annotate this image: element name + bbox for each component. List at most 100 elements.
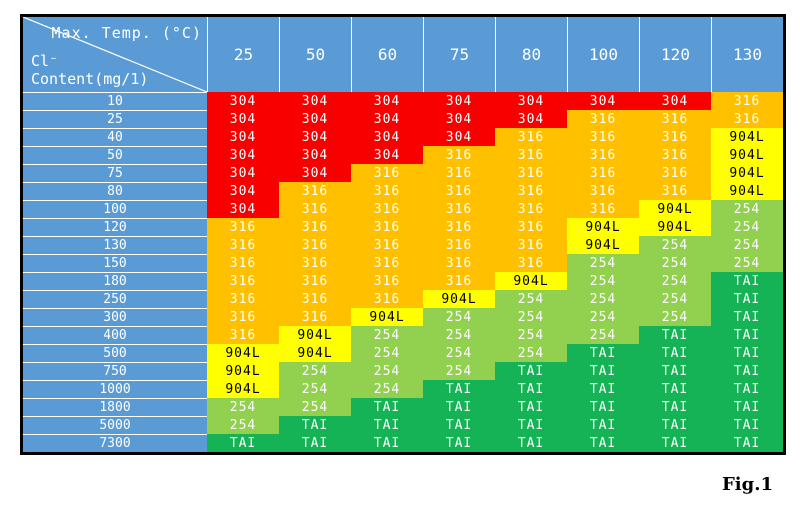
table-cell: 254 [279,362,351,380]
table-grid: Max. Temp. (°C) Cl⁻ Content(mg/1) 25 50 60… [23,17,783,452]
table-cell: 254 [423,326,495,344]
table-cell: 254 [567,254,639,272]
table-cell: 904L [279,344,351,362]
table-cell: 254 [639,272,711,290]
table-cell: 316 [279,254,351,272]
table-cell: 316 [279,308,351,326]
column-header-120: 120 [639,17,711,92]
table-cell: 904L [423,290,495,308]
table-cell: 304 [207,110,279,128]
table-cell: 304 [351,146,423,164]
table-cell: TAI [711,344,783,362]
table-cell: 316 [495,164,567,182]
table-cell: TAI [351,398,423,416]
table-cell: 316 [639,146,711,164]
table-cell: 316 [279,236,351,254]
table-cell: 304 [207,128,279,146]
table-cell: 254 [495,290,567,308]
table-cell: 316 [495,236,567,254]
table-cell: 304 [495,92,567,110]
table-cell: 304 [207,146,279,164]
row-header-80: 80 [23,182,207,200]
row-header-7300: 7300 [23,434,207,452]
table-cell: 304 [351,110,423,128]
table-cell: 316 [495,254,567,272]
row-header-250: 250 [23,290,207,308]
table-cell: 304 [207,200,279,218]
table-cell: 254 [711,254,783,272]
table-cell: TAI [567,380,639,398]
table-cell: 254 [711,200,783,218]
table-cell: 254 [495,344,567,362]
column-header-130: 130 [711,17,783,92]
table-cell: TAI [711,290,783,308]
table-cell: 316 [279,272,351,290]
table-cell: TAI [423,380,495,398]
table-cell: 316 [207,272,279,290]
table-cell: 904L [567,236,639,254]
table-cell: 254 [567,290,639,308]
row-header-500: 500 [23,344,207,362]
table-cell: TAI [351,434,423,452]
table-cell: TAI [711,398,783,416]
table-cell: 304 [279,92,351,110]
table-cell: TAI [423,434,495,452]
table-cell: 316 [351,218,423,236]
table-cell: 316 [639,164,711,182]
row-header-180: 180 [23,272,207,290]
table-cell: 316 [423,236,495,254]
row-header-1800: 1800 [23,398,207,416]
table-cell: 316 [279,218,351,236]
table-cell: 316 [279,290,351,308]
table-cell: TAI [567,398,639,416]
table-cell: TAI [711,272,783,290]
table-cell: 904L [567,218,639,236]
table-cell: 316 [567,200,639,218]
table-cell: 316 [567,128,639,146]
table-cell: 316 [207,326,279,344]
table-cell: 316 [567,182,639,200]
table-cell: TAI [639,362,711,380]
table-cell: 904L [711,146,783,164]
table-cell: 254 [279,398,351,416]
table-cell: TAI [567,416,639,434]
table-cell: TAI [495,380,567,398]
column-header-25: 25 [207,17,279,92]
table-cell: 316 [423,272,495,290]
table-cell: 904L [711,164,783,182]
table-cell: 316 [207,254,279,272]
table-cell: 316 [495,182,567,200]
table-cell: 304 [423,110,495,128]
figure-caption: Fig.1 [722,474,773,495]
table-cell: 254 [207,416,279,434]
row-header-50: 50 [23,146,207,164]
row-header-130: 130 [23,236,207,254]
table-cell: 254 [351,326,423,344]
table-cell: TAI [495,398,567,416]
table-cell: 904L [279,326,351,344]
table-cell: 316 [207,236,279,254]
table-cell: 304 [207,92,279,110]
table-cell: 254 [423,308,495,326]
table-cell: 254 [711,236,783,254]
table-cell: TAI [495,362,567,380]
table-cell: 254 [639,290,711,308]
row-header-25: 25 [23,110,207,128]
table-cell: TAI [423,416,495,434]
row-header-120: 120 [23,218,207,236]
table-cell: TAI [567,362,639,380]
table-cell: TAI [639,380,711,398]
row-header-10: 10 [23,92,207,110]
table-cell: 904L [207,380,279,398]
column-header-50: 50 [279,17,351,92]
table-cell: TAI [423,398,495,416]
table-cell: TAI [567,434,639,452]
table-cell: 254 [495,326,567,344]
table-cell: 254 [207,398,279,416]
table-cell: 904L [207,344,279,362]
column-header-60: 60 [351,17,423,92]
table-cell: 904L [495,272,567,290]
column-header-100: 100 [567,17,639,92]
table-cell: TAI [639,416,711,434]
table-cell: 316 [351,254,423,272]
